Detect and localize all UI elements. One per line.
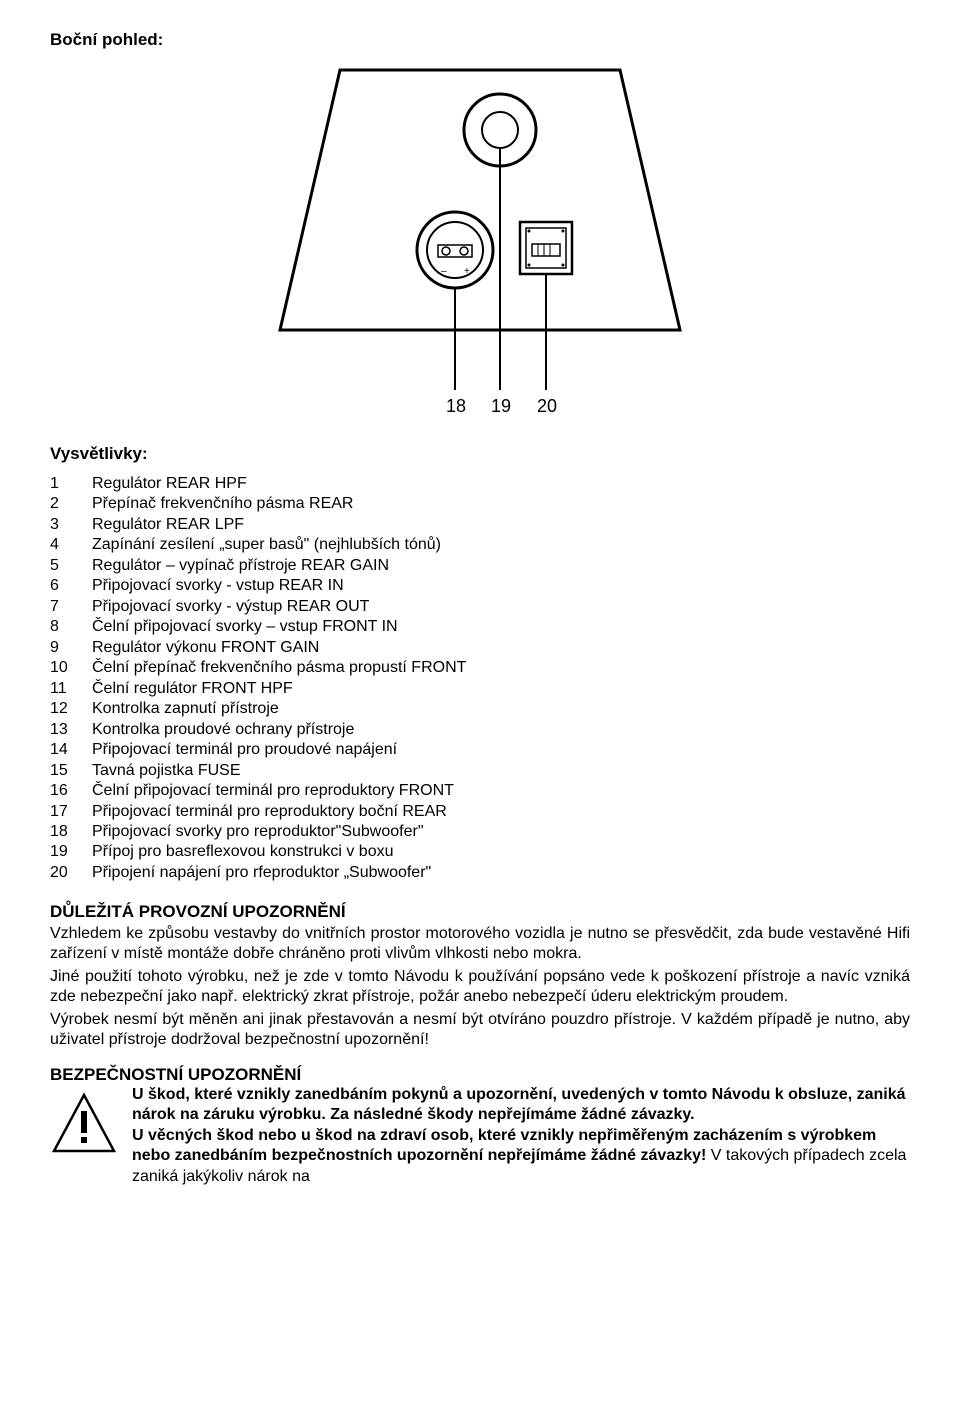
legend-row: 7Připojovací svorky - výstup REAR OUT: [50, 597, 910, 617]
legend-label: Tavná pojistka FUSE: [92, 761, 910, 781]
operational-warning-head: DŮLEŽITÁ PROVOZNÍ UPOZORNĚNÍ: [50, 902, 346, 921]
safety-warning-block: U škod, které vznikly zanedbáním pokynů …: [50, 1085, 910, 1187]
legend-num: 20: [50, 863, 92, 883]
safety-warning-head: BEZPEČNOSTNÍ UPOZORNĚNÍ: [50, 1065, 910, 1085]
safety-text-bold-1: U škod, které vznikly zanedbáním pokynů …: [132, 1086, 906, 1123]
legend-num: 1: [50, 474, 92, 494]
legend-label: Regulátor – vypínač přístroje REAR GAIN: [92, 556, 910, 576]
operational-warning-p1: Vzhledem ke způsobu vestavby do vnitřníc…: [50, 924, 910, 965]
legend-num: 7: [50, 597, 92, 617]
legend-num: 2: [50, 494, 92, 514]
operational-warning-p3: Výrobek nesmí být měněn ani jinak přesta…: [50, 1010, 910, 1051]
legend-row: 3Regulátor REAR LPF: [50, 515, 910, 535]
legend-num: 15: [50, 761, 92, 781]
legend-label: Zapínání zesílení „super basů" (nejhlubš…: [92, 535, 910, 555]
legend-row: 5Regulátor – vypínač přístroje REAR GAIN: [50, 556, 910, 576]
legend-label: Připojovací svorky pro reproduktor"Subwo…: [92, 822, 910, 842]
legend-label: Regulátor výkonu FRONT GAIN: [92, 638, 910, 658]
legend-label: Kontrolka proudové ochrany přístroje: [92, 720, 910, 740]
legend-row: 9Regulátor výkonu FRONT GAIN: [50, 638, 910, 658]
warning-triangle-icon: [50, 1091, 118, 1160]
legend-label: Čelní regulátor FRONT HPF: [92, 679, 910, 699]
legend-num: 11: [50, 679, 92, 699]
legend-row: 17Připojovací terminál pro reproduktory …: [50, 802, 910, 822]
legend-list: 1Regulátor REAR HPF 2Přepínač frekvenční…: [50, 474, 910, 883]
legend-label: Připojení napájení pro rfeproduktor „Sub…: [92, 863, 910, 883]
legend-label: Připojovací terminál pro proudové napáje…: [92, 740, 910, 760]
legend-num: 13: [50, 720, 92, 740]
legend-row: 1Regulátor REAR HPF: [50, 474, 910, 494]
legend-num: 6: [50, 576, 92, 596]
legend-row: 4Zapínání zesílení „super basů" (nejhlub…: [50, 535, 910, 555]
legend-label: Přípoj pro basreflexovou konstrukci v bo…: [92, 842, 910, 862]
legend-num: 12: [50, 699, 92, 719]
speaker-diagram: ‒ + 18 19 20: [240, 60, 720, 420]
callout-20: 20: [537, 396, 557, 416]
callout-18: 18: [446, 396, 466, 416]
legend-num: 17: [50, 802, 92, 822]
legend-row: 19Přípoj pro basreflexovou konstrukci v …: [50, 842, 910, 862]
legend-num: 4: [50, 535, 92, 555]
legend-label: Přepínač frekvenčního pásma REAR: [92, 494, 910, 514]
legend-label: Regulátor REAR LPF: [92, 515, 910, 535]
legend-num: 10: [50, 658, 92, 678]
safety-warning-text: U škod, které vznikly zanedbáním pokynů …: [132, 1085, 910, 1187]
legend-label: Připojovací svorky - vstup REAR IN: [92, 576, 910, 596]
legend-row: 20Připojení napájení pro rfeproduktor „S…: [50, 863, 910, 883]
legend-row: 6Připojovací svorky - vstup REAR IN: [50, 576, 910, 596]
legend-label: Čelní připojovací svorky – vstup FRONT I…: [92, 617, 910, 637]
diagram-container: ‒ + 18 19 20: [50, 60, 910, 420]
legend-num: 19: [50, 842, 92, 862]
legend-row: 11Čelní regulátor FRONT HPF: [50, 679, 910, 699]
legend-num: 9: [50, 638, 92, 658]
legend-title: Vysvětlivky:: [50, 444, 910, 464]
legend-row: 2Přepínač frekvenčního pásma REAR: [50, 494, 910, 514]
svg-text:‒: ‒: [441, 266, 447, 277]
legend-label: Čelní přepínač frekvenčního pásma propus…: [92, 658, 910, 678]
page: Boční pohled: ‒ +: [0, 0, 960, 1426]
legend-label: Připojovací terminál pro reproduktory bo…: [92, 802, 910, 822]
legend-row: 18Připojovací svorky pro reproduktor"Sub…: [50, 822, 910, 842]
section-title-side-view: Boční pohled:: [50, 30, 910, 50]
legend-num: 18: [50, 822, 92, 842]
svg-text:+: +: [464, 266, 470, 277]
legend-row: 8Čelní připojovací svorky – vstup FRONT …: [50, 617, 910, 637]
legend-num: 5: [50, 556, 92, 576]
legend-num: 16: [50, 781, 92, 801]
legend-row: 14Připojovací terminál pro proudové napá…: [50, 740, 910, 760]
operational-warning-block: DŮLEŽITÁ PROVOZNÍ UPOZORNĚNÍ Vzhledem ke…: [50, 901, 910, 1050]
legend-label: Připojovací svorky - výstup REAR OUT: [92, 597, 910, 617]
legend-row: 13Kontrolka proudové ochrany přístroje: [50, 720, 910, 740]
legend-label: Kontrolka zapnutí přístroje: [92, 699, 910, 719]
legend-num: 3: [50, 515, 92, 535]
legend-num: 14: [50, 740, 92, 760]
legend-row: 16Čelní připojovací terminál pro reprodu…: [50, 781, 910, 801]
callout-19: 19: [491, 396, 511, 416]
legend-row: 10Čelní přepínač frekvenčního pásma prop…: [50, 658, 910, 678]
legend-num: 8: [50, 617, 92, 637]
legend-row: 12Kontrolka zapnutí přístroje: [50, 699, 910, 719]
legend-label: Čelní připojovací terminál pro reprodukt…: [92, 781, 910, 801]
legend-label: Regulátor REAR HPF: [92, 474, 910, 494]
legend-row: 15Tavná pojistka FUSE: [50, 761, 910, 781]
operational-warning-p2: Jiné použití tohoto výrobku, než je zde …: [50, 967, 910, 1008]
